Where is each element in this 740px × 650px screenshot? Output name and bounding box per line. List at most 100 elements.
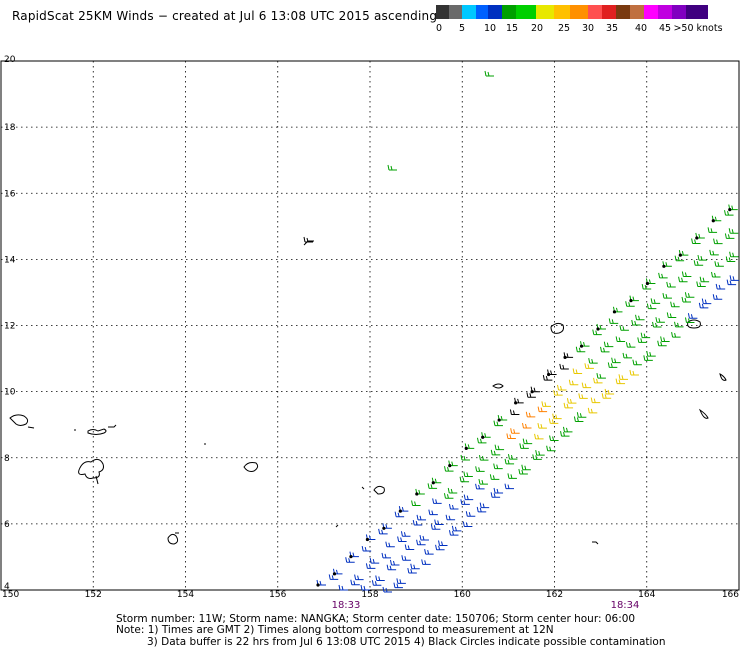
latitude-label: 4 [4,582,10,592]
wind-barb [479,502,490,509]
wind-barb [447,487,458,494]
legend-label: 10 [483,23,497,34]
wind-barb [725,256,736,262]
wind-barbs [303,70,740,593]
wind-barb [432,498,442,504]
wind-barb [345,557,355,563]
wind-barb [459,476,470,483]
wind-barb [497,414,508,422]
longitude-label: 152 [85,590,102,600]
wind-barb [415,488,425,496]
wind-barb [462,521,473,528]
wind-barb [428,509,438,516]
wind-barb [549,435,559,441]
wind-barb [629,369,639,376]
latitude-label: 14 [4,255,16,265]
wind-barb [578,393,588,399]
wind-barb [419,534,429,541]
wind-barb [381,552,392,559]
wind-barb [518,468,528,475]
latitude-label: 12 [4,322,15,332]
wind-barb [650,298,661,304]
pass-time-label: 18:33 [331,600,361,611]
wind-barb [504,483,514,490]
wind-barb [724,210,734,216]
wind-barb [460,499,470,505]
wind-barb [416,539,426,546]
pass-time-label: 18:34 [610,600,640,611]
longitude-label: 150 [2,590,19,600]
wind-barb [365,534,376,542]
wind-barb [328,574,339,580]
longitude-label: 162 [546,590,563,600]
wind-barb [354,574,364,581]
legend-label: 25 [557,23,571,34]
longitude-label: 156 [269,590,286,600]
wind-barb [504,458,515,465]
wind-barb [695,232,705,240]
wind-barb [596,323,606,331]
legend-label: 5 [458,23,466,34]
wind-barb [464,443,475,451]
legend-swatch [686,5,708,19]
wind-barb [463,494,474,501]
wind-barb [378,528,388,535]
wind-barb [563,352,574,359]
wind-barb [600,346,610,353]
legend-swatch [516,5,538,19]
wind-barb [553,390,563,396]
wind-barb [510,428,520,434]
wind-barb [463,471,473,478]
wind-barb [537,406,548,413]
wind-barb [525,411,536,418]
wind-barb [678,276,688,283]
wind-barb [507,473,517,479]
wind-barb [707,227,718,233]
wind-barb [684,292,695,298]
wind-barb [581,382,592,389]
wind-barb [448,460,458,468]
latitude-label: 20 [4,55,16,65]
wind-barb [476,437,487,444]
latitude-label: 6 [4,520,10,530]
wind-barb [385,541,395,548]
wind-barb [629,295,639,303]
wind-barb [637,337,647,343]
wind-barb [397,536,407,542]
wind-barb [607,362,618,368]
wind-barb [608,318,619,324]
wind-barb [674,255,685,262]
wind-barb [509,409,520,415]
wind-barb [361,545,372,552]
wind-barb [522,438,533,445]
legend-label: 0 [435,23,443,34]
wind-barb [646,350,656,357]
wind-barb [562,426,573,433]
latitude-labels: 4 6 8 10 12 14 16 18 20 [4,55,16,592]
wind-barb [674,321,684,328]
wind-barb [494,444,505,451]
wind-barb [693,260,704,266]
wind-barb [484,70,494,77]
wind-barb [424,549,434,555]
wind-barb [670,301,680,308]
wind-barb [410,563,420,570]
notes-line-1: Note: 1) Times are GMT 2) Times along bo… [116,624,554,636]
coastlines [9,240,727,545]
wind-barb [701,298,712,305]
longitude-label: 154 [177,590,194,600]
wind-barb [699,276,710,283]
wind-barb [681,296,692,303]
wind-barb [435,544,445,551]
wind-barb [684,317,695,324]
wind-barb [481,432,491,439]
wind-barb [493,487,504,494]
wind-barb [729,275,740,281]
wind-barb [579,341,590,348]
wind-barb [615,336,626,342]
wind-barb [640,332,651,339]
wind-barb [542,375,553,381]
wind-barb [696,281,706,287]
wind-barb [576,412,587,418]
wind-barb [729,251,739,258]
